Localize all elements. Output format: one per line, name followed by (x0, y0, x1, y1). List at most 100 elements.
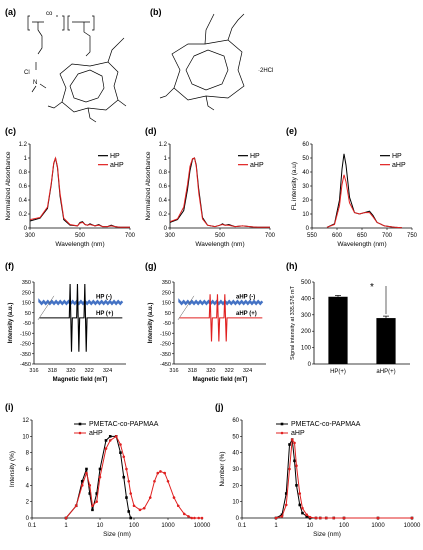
data-point (108, 435, 112, 438)
chart-h: 0 100 200 300 400 500 Signal intensity at 335.… (290, 280, 410, 375)
salt-label: ·2HCl (258, 68, 273, 74)
data-point (129, 516, 133, 520)
series-line-0 (65, 435, 132, 519)
data-point (95, 500, 99, 503)
y-tick-label: 30 (232, 467, 239, 473)
y-axis-title: Signal intensity at 335.576 mT (290, 285, 296, 360)
data-point (80, 484, 84, 487)
x-axis-title: Wavelength (nm) (195, 241, 244, 248)
x-axis-title: Magnetic field (mT) (193, 377, 248, 383)
x-tick-label: 316 (29, 368, 38, 374)
y-tick-label: 40 (232, 451, 239, 457)
series-line-1 (29, 156, 130, 228)
data-point (122, 475, 126, 479)
panel-label-j: (j) (215, 402, 224, 412)
y-tick-label: -250 (160, 342, 171, 348)
y-tick-label: 50 (232, 434, 239, 440)
x-tick-label: 700 (265, 233, 276, 239)
data-point (308, 515, 312, 519)
y-axis-title: Intensity (a.u.) (148, 303, 154, 344)
y-tick-label: 1.2 (19, 142, 28, 148)
x-tick-label: 1 (274, 523, 278, 529)
data-point (127, 479, 131, 483)
data-point (301, 511, 304, 515)
legend-label: PMETAC-co-PAPMAA (89, 421, 159, 428)
y-tick-label: -50 (163, 321, 171, 327)
x-tick-label: 10 (97, 523, 104, 529)
x-tick-label: 318 (48, 368, 57, 374)
data-point (138, 508, 142, 512)
x-tick-label: 1000 (161, 523, 175, 529)
x-tick-label: 10000 (194, 523, 211, 529)
data-point (108, 439, 112, 442)
data-point (305, 515, 309, 518)
y-tick-label: 0.2 (159, 212, 168, 218)
data-point (318, 516, 322, 520)
x-tick-label: 320 (206, 368, 215, 374)
trace-label: aHP (-) (236, 295, 255, 301)
x-tick-label: 100 (339, 523, 350, 529)
data-point (376, 516, 380, 520)
legend-label: PMETAC-co-PAPMAA (291, 421, 361, 428)
chart-e: 0 10 20 30 40 50 60 550 600 650 700 750 Wavelength (… (291, 142, 418, 248)
panel-label-d: (d) (145, 126, 157, 136)
series-line-1 (326, 174, 403, 229)
data-point (182, 512, 186, 516)
x-tick-label: 1 (64, 523, 68, 529)
data-point (98, 467, 102, 471)
data-point (88, 492, 92, 495)
x-tick-label: 324 (243, 368, 252, 374)
data-point (153, 479, 156, 483)
y-tick-label: 12 (22, 418, 29, 424)
y-tick-label: 200 (301, 329, 312, 335)
y-tick-label: 20 (302, 198, 309, 204)
y-tick-label: 1 (24, 156, 28, 162)
x-tick-label: 10 (307, 523, 314, 529)
y-tick-label: 0.4 (159, 198, 168, 204)
y-tick-label: 0.4 (19, 198, 28, 204)
y-tick-label: -350 (20, 352, 31, 358)
nitrogen-label: N (33, 80, 37, 86)
y-tick-label: -350 (160, 352, 171, 358)
data-point (172, 496, 176, 499)
chart-d: 0 0.2 0.4 0.6 0.8 1 1.2 300 500 700 Wavelength (nm… (145, 142, 276, 248)
epr-trace-0 (38, 298, 124, 306)
y-tick-label: 40 (302, 170, 309, 176)
trace-label: HP (-) (96, 295, 112, 301)
co-label: co (46, 11, 53, 17)
y-tick-label: 350 (22, 280, 31, 286)
y-tick-label: 0 (236, 516, 240, 522)
data-point (88, 484, 92, 487)
data-point (200, 516, 204, 520)
epr-trace-1 (179, 294, 263, 342)
y-tick-label: 30 (302, 184, 309, 190)
legend-label: aHP (291, 430, 305, 437)
legend-label: HP (110, 153, 120, 160)
legend-label: HP (250, 153, 260, 160)
series-line-1 (169, 157, 270, 228)
data-point (166, 479, 170, 483)
data-point (332, 516, 336, 520)
x-tick-label: 0.1 (238, 523, 247, 529)
category-label: aHP(+) (376, 369, 395, 375)
series-line-0 (326, 153, 403, 229)
data-point (298, 492, 302, 495)
bar-0 (328, 296, 348, 364)
series-line-0 (275, 437, 412, 519)
y-tick-label: 250 (22, 290, 31, 296)
chart-j: 0 10 20 30 40 50 60 0.1 1 10 100 1000 10000 Size (nm)… (219, 418, 421, 538)
y-tick-label: 4 (26, 483, 30, 489)
legend-label: aHP (250, 162, 264, 169)
y-tick-label: -150 (20, 331, 31, 337)
y-tick-label: 150 (22, 301, 31, 307)
data-point (148, 496, 152, 499)
data-point (190, 516, 194, 520)
x-tick-label: 320 (66, 368, 75, 374)
chloride-label: Cl (24, 70, 30, 76)
legend-marker (280, 422, 284, 426)
x-tick-label: 700 (125, 233, 136, 239)
y-tick-label: 0.8 (19, 170, 28, 176)
data-point (295, 464, 298, 468)
